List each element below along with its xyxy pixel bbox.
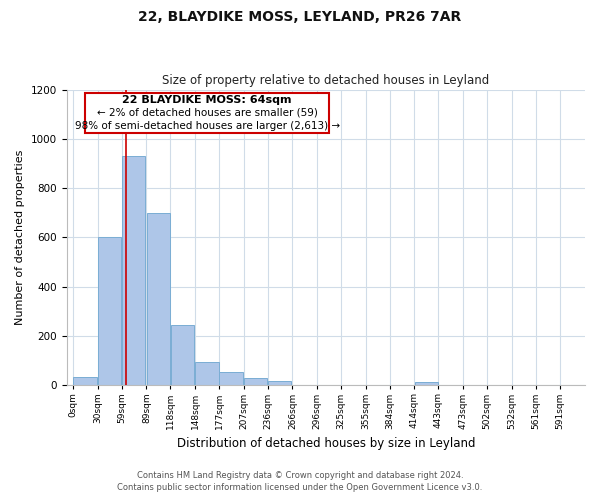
Bar [196, 362, 218, 386]
Text: Contains HM Land Registry data © Crown copyright and database right 2024.
Contai: Contains HM Land Registry data © Crown c… [118, 471, 482, 492]
Bar [220, 372, 242, 386]
Text: ← 2% of detached houses are smaller (59): ← 2% of detached houses are smaller (59) [97, 108, 317, 118]
Text: 22 BLAYDIKE MOSS: 64sqm: 22 BLAYDIKE MOSS: 64sqm [122, 95, 292, 105]
FancyBboxPatch shape [85, 94, 329, 132]
Bar [98, 238, 121, 386]
Bar [171, 325, 194, 386]
Bar [73, 376, 97, 386]
Y-axis label: Number of detached properties: Number of detached properties [15, 150, 25, 325]
Bar [244, 378, 268, 386]
Bar [122, 156, 145, 386]
Title: Size of property relative to detached houses in Leyland: Size of property relative to detached ho… [162, 74, 490, 87]
Text: 98% of semi-detached houses are larger (2,613) →: 98% of semi-detached houses are larger (… [74, 121, 340, 131]
Bar [268, 381, 291, 386]
Bar [147, 213, 170, 386]
Bar [415, 382, 438, 386]
X-axis label: Distribution of detached houses by size in Leyland: Distribution of detached houses by size … [176, 437, 475, 450]
Text: 22, BLAYDIKE MOSS, LEYLAND, PR26 7AR: 22, BLAYDIKE MOSS, LEYLAND, PR26 7AR [139, 10, 461, 24]
